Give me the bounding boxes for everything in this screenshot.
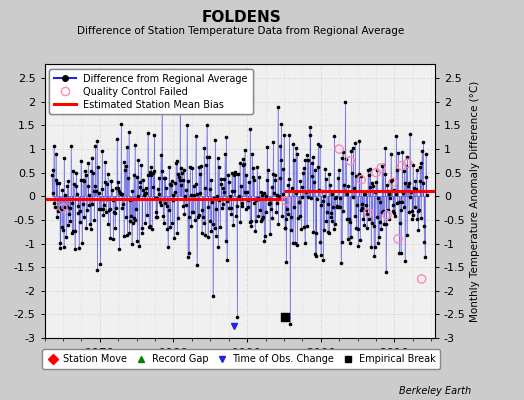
Text: Berkeley Earth: Berkeley Earth <box>399 386 472 396</box>
Point <box>335 146 343 152</box>
Point <box>403 160 412 166</box>
Point <box>418 276 426 282</box>
Legend: Difference from Regional Average, Quality Control Failed, Estimated Station Mean: Difference from Regional Average, Qualit… <box>49 69 253 114</box>
Legend: Station Move, Record Gap, Time of Obs. Change, Empirical Break: Station Move, Record Gap, Time of Obs. C… <box>42 350 440 369</box>
Y-axis label: Monthly Temperature Anomaly Difference (°C): Monthly Temperature Anomaly Difference (… <box>470 80 480 322</box>
Point <box>282 198 290 204</box>
Point <box>59 205 67 211</box>
Point <box>372 170 380 176</box>
Point <box>364 210 373 216</box>
Point <box>394 236 402 242</box>
Point <box>383 212 391 218</box>
Point <box>389 179 397 185</box>
Text: Difference of Station Temperature Data from Regional Average: Difference of Station Temperature Data f… <box>78 26 405 36</box>
Point <box>377 165 385 171</box>
Point <box>346 158 354 164</box>
Point <box>357 176 365 183</box>
Point <box>398 162 406 169</box>
Text: FOLDENS: FOLDENS <box>201 10 281 25</box>
